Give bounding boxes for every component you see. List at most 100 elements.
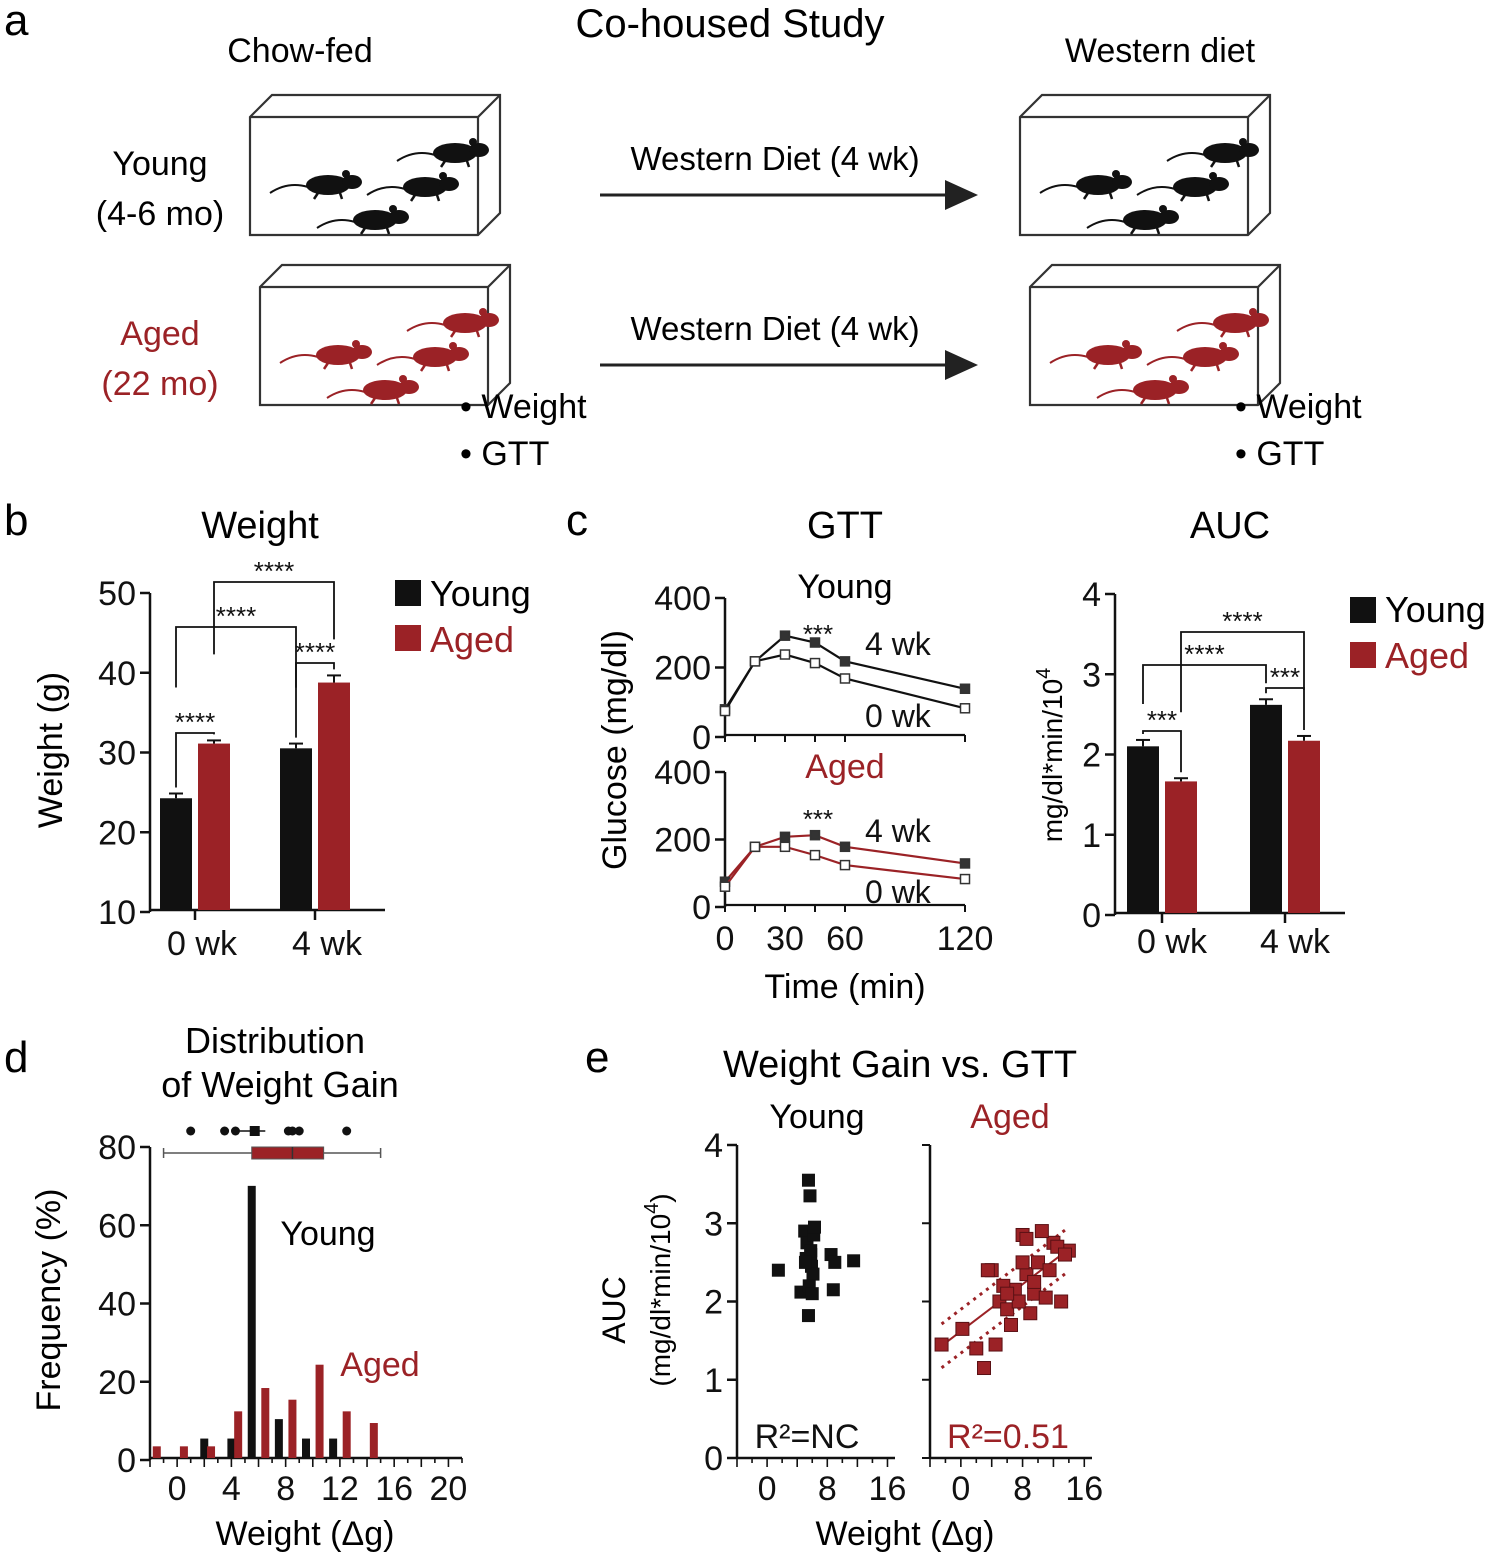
right-bullet-weight: • Weight <box>1235 388 1362 426</box>
weight-legend: Young Aged <box>395 573 531 660</box>
gtt-line-aged-0wk <box>724 845 966 888</box>
scatter-point-aged <box>977 1361 991 1376</box>
gtt-point <box>839 859 851 871</box>
sig-bracket-0wk-label: **** <box>175 707 215 737</box>
mouse-ear <box>1239 138 1247 146</box>
scatter-x-tick-label: 0 <box>951 1470 970 1508</box>
mouse-body <box>316 345 360 365</box>
freq-y-tick-label: 80 <box>98 1129 136 1167</box>
distribution-young-label: Young <box>280 1215 375 1253</box>
auc-bar-young-1 <box>1250 704 1282 913</box>
mouse-leg <box>338 192 344 200</box>
sig-bracket-young-label: **** <box>216 601 256 631</box>
mouse-body <box>403 177 447 197</box>
mouse-body <box>1133 380 1177 400</box>
legend-aged: Aged <box>430 619 514 660</box>
mouse-ear <box>1159 205 1167 213</box>
mouse-tail <box>316 219 356 229</box>
auc-y-tick-label: 3 <box>1082 656 1101 694</box>
hist-bar-young <box>329 1438 338 1458</box>
hist-bar-aged <box>179 1446 188 1458</box>
sig-bracket-aged-label: **** <box>254 556 294 586</box>
scatter-young-subtitle: Young <box>769 1098 864 1136</box>
mouse-tail <box>1166 152 1206 162</box>
mouse-head <box>469 143 489 157</box>
scatter-point-young <box>805 1287 819 1301</box>
confidence-band <box>940 1269 1070 1370</box>
weight-y-tick-label: 50 <box>98 575 136 613</box>
mouse-leg <box>1235 160 1241 168</box>
mouse-leg <box>445 364 451 372</box>
mouse-ear <box>439 172 447 180</box>
hist-bar-young <box>227 1438 236 1458</box>
boxplot-aged-box <box>251 1146 325 1160</box>
mouse-tail <box>279 354 319 364</box>
auc-sig-aged <box>1180 631 1305 713</box>
mouse-body <box>433 143 477 163</box>
mouse-leg <box>395 397 401 405</box>
weight-y-tick-label: 10 <box>98 894 136 932</box>
mouse-body <box>413 347 457 367</box>
mouse-head <box>342 175 362 189</box>
weight-chart-title: Weight <box>201 505 319 547</box>
mouse-ear <box>352 340 360 348</box>
auc-legend: Young Aged <box>1350 589 1486 676</box>
mouse-leg <box>449 330 457 338</box>
mouse-head <box>1122 345 1142 359</box>
hist-bar-aged <box>207 1446 216 1458</box>
gtt-title: GTT <box>807 505 883 547</box>
freq-y-tick-label: 20 <box>98 1364 136 1402</box>
mouse-ear <box>399 375 407 383</box>
gtt-line-young-0wk <box>724 653 966 712</box>
mouse-icon <box>326 375 419 405</box>
mouse-icon <box>1096 375 1189 405</box>
gtt-y-0-tick-label: 400 <box>654 580 711 618</box>
mouse-body <box>353 210 397 230</box>
bar-young-1 <box>280 748 312 910</box>
scatter-y-tick-label: 0 <box>704 1440 723 1478</box>
mouse-leg <box>1118 362 1124 370</box>
gtt-point <box>749 656 761 667</box>
study-title: Co-housed Study <box>575 2 884 46</box>
hist-bar-young <box>247 1185 256 1458</box>
bar-aged-1 <box>318 682 350 910</box>
mouse-body <box>1213 313 1257 333</box>
scatter-point-aged <box>1000 1302 1015 1317</box>
mouse-head <box>389 210 409 224</box>
sig-bracket-aged <box>213 581 335 655</box>
hist-bar-aged <box>369 1423 378 1458</box>
panel-b-weight-chart: b Weight Weight (g) 10 20 30 40 50 0 wk 4 wk **… <box>4 496 531 963</box>
panel-d-distribution-chart: d Distribution of Weight Gain Frequency … <box>4 1020 467 1553</box>
weight-plot-area: 10 20 30 40 50 0 wk 4 wk **** **** **** **** <box>98 556 385 963</box>
mouse-ear <box>1112 170 1120 178</box>
hist-bar-aged <box>152 1446 161 1458</box>
mouse-leg <box>1129 227 1137 235</box>
mouse-ear <box>1219 342 1227 350</box>
mouse-ear <box>1249 308 1257 316</box>
freq-y-tick-label: 60 <box>98 1207 136 1245</box>
scatter-point-young <box>826 1283 840 1297</box>
bar-aged-0 <box>198 743 230 910</box>
scatter-title: Weight Gain vs. GTT <box>723 1044 1077 1086</box>
arrow-label-young: Western Diet (4 wk) <box>630 140 919 177</box>
hist-bar-aged <box>342 1411 351 1458</box>
mouse-leg <box>312 192 320 200</box>
hist-bar-young <box>274 1419 283 1458</box>
mouse-ear <box>1209 172 1217 180</box>
arrow-aged <box>600 350 978 380</box>
gtt-y-1-tick-label: 200 <box>654 822 711 860</box>
mouse-leg <box>409 194 417 202</box>
panel-letter-c: c <box>566 496 588 545</box>
mouse-leg <box>1155 227 1161 235</box>
legend-swatch-aged <box>395 625 421 651</box>
mouse-leg <box>1215 364 1221 372</box>
chow-fed-header: Chow-fed <box>227 32 373 70</box>
cage-young-western <box>1018 93 1272 237</box>
auc-bar-young-0 <box>1127 746 1159 913</box>
scatter-point-aged <box>955 1321 970 1336</box>
panel-letter-a: a <box>4 0 29 45</box>
aged-group-label: Aged <box>120 315 199 353</box>
mouse-head <box>479 313 499 327</box>
mouse-tail <box>326 389 366 399</box>
